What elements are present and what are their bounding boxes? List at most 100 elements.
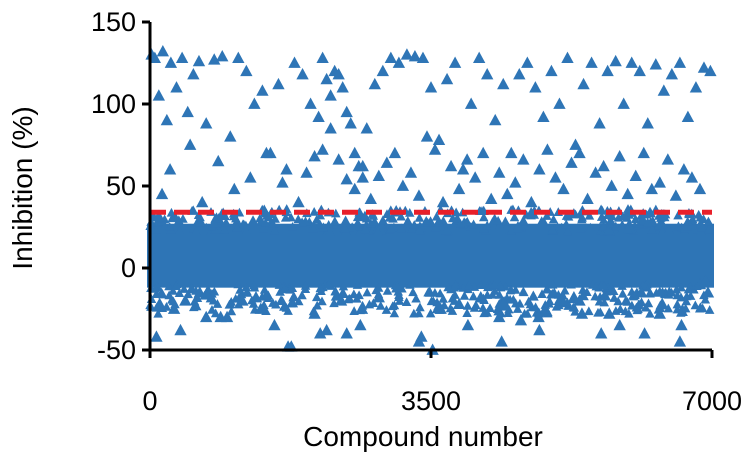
y-axis-title: Inhibition (%) (7, 106, 38, 269)
band-point (312, 300, 322, 310)
data-point (637, 146, 650, 159)
band-point (487, 289, 498, 299)
band-point (459, 291, 470, 300)
data-point (200, 117, 213, 129)
band-point (538, 307, 548, 317)
band-point (210, 213, 220, 223)
band-point (641, 302, 651, 312)
band-point (235, 284, 245, 294)
band-point (297, 290, 307, 300)
band-point (405, 208, 415, 217)
data-point (148, 51, 161, 63)
band-point (433, 216, 444, 225)
data-point (280, 163, 293, 175)
band-point (352, 212, 363, 222)
band-point (191, 226, 201, 235)
band-point (408, 287, 418, 297)
band-point (617, 288, 628, 298)
data-point (452, 297, 466, 309)
band-point (653, 220, 664, 230)
data-point (541, 143, 554, 155)
data-point (312, 110, 325, 122)
data-point (187, 67, 200, 80)
band-point (468, 291, 479, 301)
data-point (340, 105, 353, 118)
band-point (425, 308, 436, 318)
data-point (653, 176, 666, 188)
data-point (517, 153, 530, 165)
band-point (409, 220, 420, 229)
band-point (248, 215, 258, 225)
data-point (308, 307, 321, 319)
data-point (292, 195, 305, 208)
band-point (226, 306, 237, 316)
band-point (411, 293, 421, 303)
band-point (556, 222, 567, 232)
band-point (697, 223, 707, 232)
data-point (174, 323, 187, 336)
band-point (373, 282, 384, 292)
band-point (562, 226, 573, 236)
data-point (248, 97, 261, 109)
band-point (166, 207, 177, 217)
dense-band (147, 223, 714, 288)
data-point (324, 89, 337, 101)
data-point (464, 97, 478, 109)
data-point (495, 335, 508, 347)
data-point (150, 330, 163, 342)
band-point (168, 296, 179, 306)
data-point (400, 48, 414, 60)
band-point (209, 218, 220, 228)
band-point (308, 220, 319, 230)
band-point (695, 218, 706, 228)
data-point (613, 149, 626, 162)
data-point (561, 51, 574, 63)
band-point (505, 285, 516, 295)
band-point (203, 284, 213, 294)
data-point (179, 294, 192, 306)
data-point (661, 153, 675, 165)
data-point (356, 159, 369, 172)
data-point (603, 307, 616, 319)
band-point (590, 291, 600, 301)
band-point (494, 290, 505, 299)
data-point (460, 153, 474, 165)
band-point (489, 280, 499, 289)
band-point (353, 221, 363, 231)
band-point (542, 284, 553, 294)
band-point (438, 293, 448, 303)
band-point (360, 224, 371, 234)
band-point (537, 217, 547, 226)
band-point (386, 223, 396, 233)
band-point (645, 287, 655, 297)
data-point (316, 51, 329, 63)
band-point (569, 208, 579, 218)
band-point (676, 282, 686, 292)
band-point (150, 283, 161, 293)
band-point (401, 297, 412, 307)
band-point (500, 216, 511, 226)
band-point (242, 287, 252, 297)
band-point (448, 213, 458, 223)
band-point (579, 291, 589, 301)
data-point (477, 146, 490, 159)
band-point (375, 300, 386, 310)
band-point (370, 217, 380, 226)
band-point (315, 219, 325, 229)
band-point (598, 221, 609, 231)
data-point (633, 64, 646, 77)
band-point (606, 215, 616, 225)
data-point (693, 277, 707, 290)
data-point (481, 67, 494, 80)
data-point (509, 176, 522, 188)
band-point (596, 212, 607, 221)
data-point (641, 117, 654, 129)
band-point (421, 215, 431, 225)
band-point (542, 211, 552, 220)
band-point (703, 216, 714, 226)
data-point (554, 294, 568, 306)
band-point (195, 212, 205, 222)
data-point (521, 56, 534, 68)
data-point (595, 327, 608, 339)
